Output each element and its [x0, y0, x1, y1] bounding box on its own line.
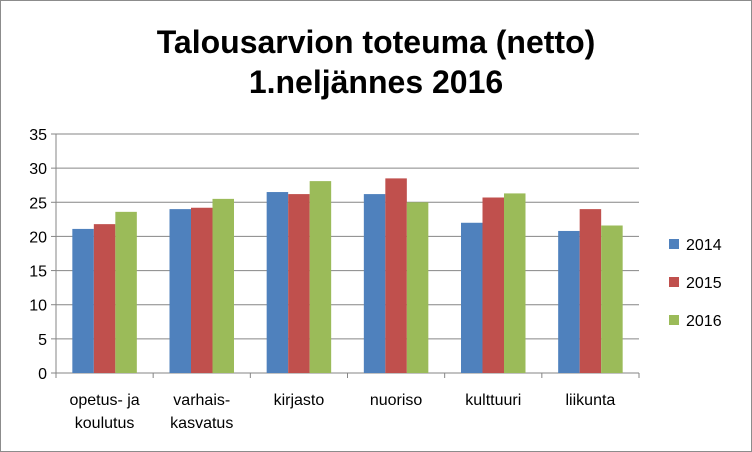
- x-tick-label: nuoriso: [370, 392, 423, 409]
- chart-title-line-1: Talousarvion toteuma (netto): [156, 24, 596, 60]
- legend-label-2016: 2016: [686, 313, 722, 330]
- y-tick-label: 35: [29, 127, 47, 144]
- bar-2016-3: [406, 202, 429, 373]
- legend-swatch-2016: [669, 315, 679, 325]
- bar-2016-2: [309, 181, 332, 373]
- bar-2014-3: [363, 194, 386, 373]
- x-tick-label: kirjasto: [274, 392, 325, 409]
- bar-2014-0: [72, 228, 94, 373]
- bar-2015-0: [93, 224, 116, 373]
- bar-2016-4: [504, 193, 526, 373]
- chart-title-line-2: 1.neljännes 2016: [248, 64, 504, 100]
- bar-2015-5: [579, 209, 602, 373]
- y-tick-label: 0: [38, 366, 47, 383]
- y-tick-label: 10: [29, 298, 47, 315]
- bar-2014-1: [169, 209, 191, 373]
- x-tick-label: kulttuuri: [465, 392, 521, 409]
- x-tick-label: varhais-: [173, 392, 230, 409]
- legend-label-2015: 2015: [686, 275, 722, 292]
- y-tick-label: 15: [29, 264, 47, 281]
- y-tick-label: 20: [29, 229, 47, 246]
- bar-2014-4: [461, 222, 483, 373]
- legend-swatch-2014: [669, 239, 679, 249]
- bar-2016-5: [601, 225, 623, 373]
- y-tick-label: 5: [38, 332, 47, 349]
- bar-2016-1: [212, 198, 234, 373]
- legend-swatch-2015: [669, 277, 679, 287]
- bar-2014-5: [558, 230, 580, 373]
- x-tick-label: kasvatus: [170, 415, 233, 432]
- bar-2015-3: [385, 178, 407, 373]
- bar-2015-2: [288, 194, 310, 373]
- x-tick-label: opetus- ja: [69, 392, 139, 409]
- y-tick-label: 30: [29, 161, 47, 178]
- x-tick-label: liikunta: [566, 392, 616, 409]
- legend-label-2014: 2014: [686, 237, 722, 254]
- y-tick-label: 25: [29, 195, 47, 212]
- chart-title: Talousarvion toteuma (netto) 1.neljännes…: [0, 22, 752, 102]
- x-tick-label: koulutus: [75, 415, 135, 432]
- bar-2014-2: [266, 192, 289, 373]
- bar-2016-0: [115, 211, 137, 373]
- bar-2015-4: [482, 197, 504, 373]
- bar-2015-1: [191, 207, 213, 373]
